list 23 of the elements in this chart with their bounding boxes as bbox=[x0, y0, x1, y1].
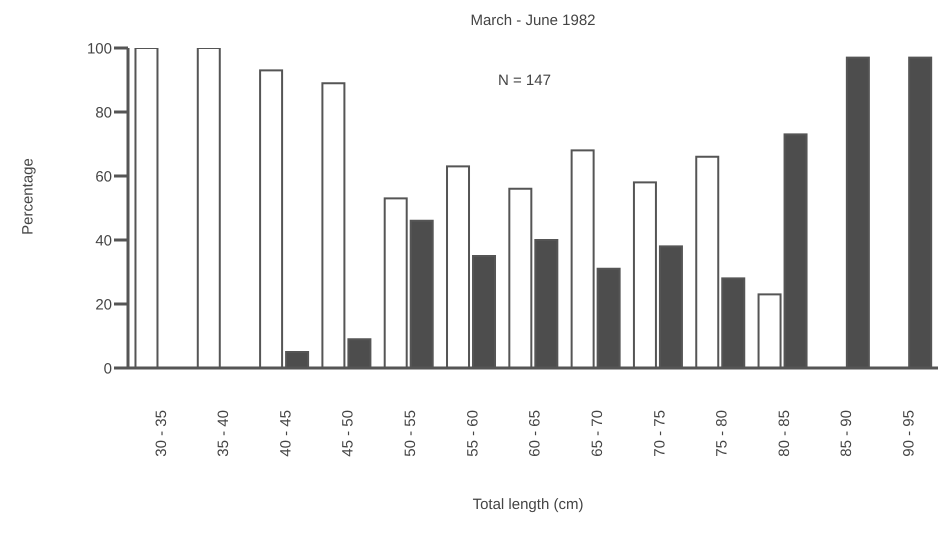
x-tick-label: 85 - 90 bbox=[838, 410, 856, 457]
annotation: N = 147 bbox=[498, 72, 551, 89]
x-tick-label: 70 - 75 bbox=[651, 410, 668, 457]
x-tick-label: 50 - 55 bbox=[402, 410, 420, 457]
chart-title: March - June 1982 bbox=[469, 12, 597, 29]
x-tick-label: 80 - 85 bbox=[776, 410, 793, 457]
y-axis-title: Percentage bbox=[20, 157, 36, 237]
y-tick-label: 60 bbox=[95, 168, 112, 186]
x-tick-label: 60 - 65 bbox=[526, 410, 544, 457]
x-tick-label: 65 - 70 bbox=[588, 410, 606, 457]
x-tick-label: 45 - 50 bbox=[340, 410, 357, 457]
x-tick-label: 75 - 80 bbox=[714, 410, 731, 457]
y-tick-label: 40 bbox=[95, 232, 112, 250]
y-tick-label: 100 bbox=[86, 40, 112, 58]
x-tick-label: 90 - 95 bbox=[900, 410, 918, 457]
y-tick-label: 0 bbox=[104, 360, 112, 378]
y-tick-label: 20 bbox=[95, 296, 112, 314]
x-tick-label: 55 - 60 bbox=[464, 410, 482, 457]
y-tick-label: 80 bbox=[95, 104, 112, 122]
x-tick-label: 40 - 45 bbox=[277, 410, 294, 457]
x-tick-label: 30 - 35 bbox=[152, 410, 170, 457]
x-tick-label: 35 - 40 bbox=[215, 410, 232, 457]
x-axis-title: Total length (cm) bbox=[472, 496, 584, 513]
